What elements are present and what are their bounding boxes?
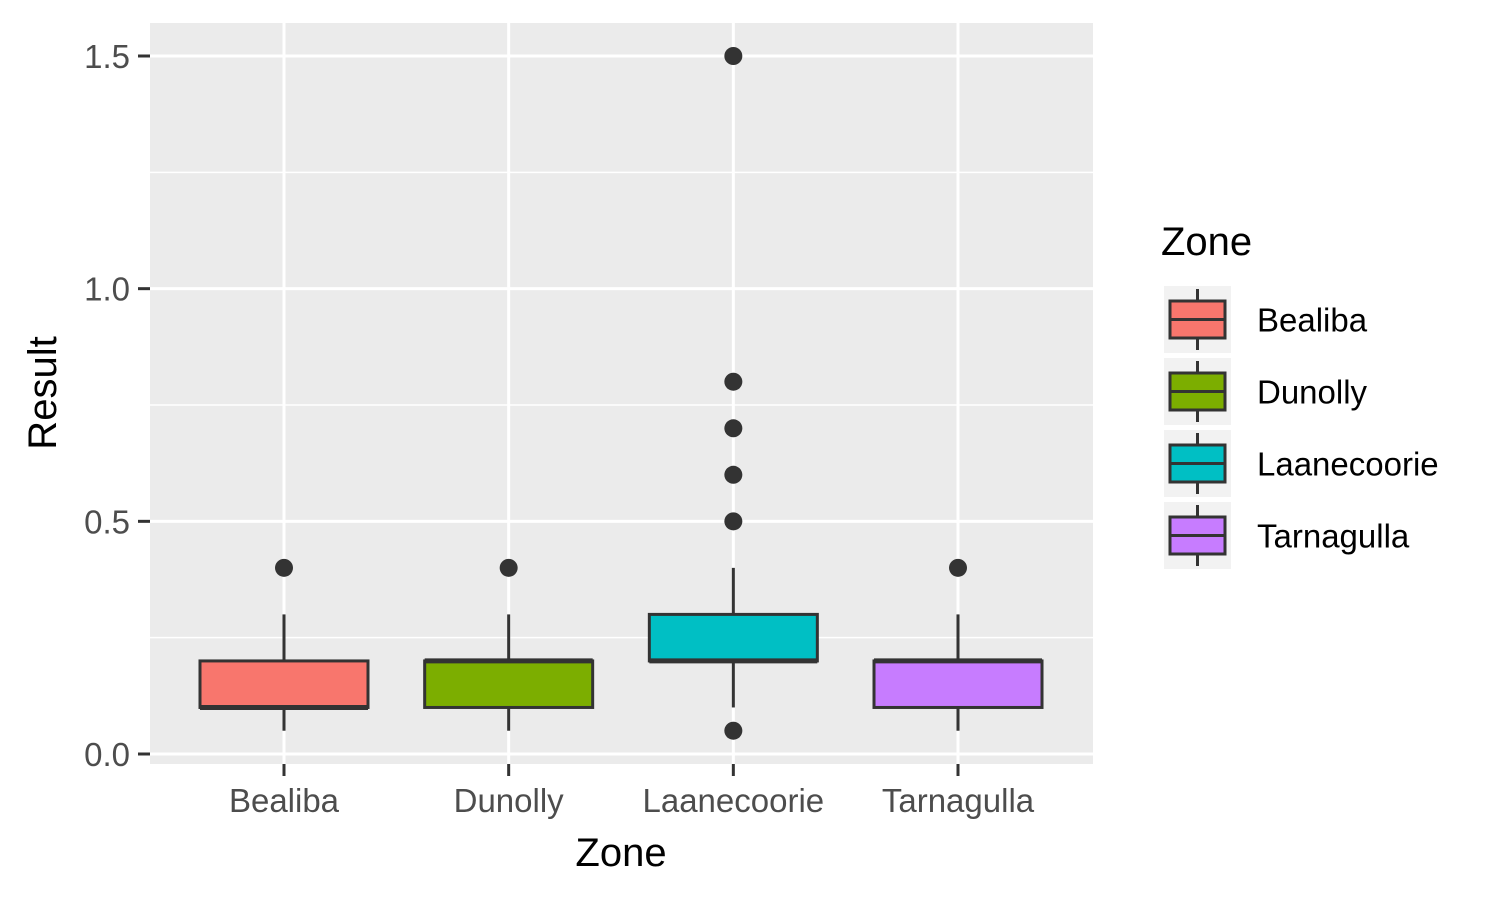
outlier-point [724, 47, 743, 65]
y-tick-label: 1.0 [84, 271, 130, 308]
x-axis-title: Zone [575, 831, 666, 875]
legend-item-tarnagulla: Tarnagulla [1164, 502, 1410, 569]
legend-item-dunolly: Dunolly [1164, 358, 1368, 425]
outlier-point [724, 372, 743, 391]
x-tick-label: Tarnagulla [882, 782, 1035, 819]
outlier-point [724, 419, 743, 438]
outlier-point [724, 512, 743, 531]
legend: Zone Bealiba Dunolly Laanecoorie Tarnagulla [1161, 220, 1439, 569]
outlier-point [949, 558, 968, 577]
outlier-point [724, 465, 743, 484]
panel-background [150, 23, 1093, 764]
legend-label: Bealiba [1257, 302, 1368, 339]
outlier-point [724, 721, 743, 740]
y-axis-title: Result [21, 336, 65, 449]
legend-label: Tarnagulla [1257, 518, 1410, 555]
outlier-point [275, 558, 293, 577]
y-tick-label: 1.5 [84, 38, 130, 75]
axes: 0.0 0.5 1.0 1.5 Bealiba Dunolly Laanecoorie Tar… [84, 38, 1035, 819]
outlier-point [499, 558, 518, 577]
y-tick-label: 0.0 [84, 736, 130, 773]
legend-label: Laanecoorie [1257, 446, 1439, 483]
legend-label: Dunolly [1257, 374, 1368, 411]
x-tick-label: Laanecoorie [643, 782, 825, 819]
legend-item-bealiba: Bealiba [1164, 286, 1368, 353]
boxes [198, 47, 1044, 740]
box-body [647, 612, 819, 663]
box-laanecoorie [647, 47, 819, 740]
box-body [198, 659, 370, 709]
legend-title: Zone [1161, 220, 1252, 264]
box-body [872, 659, 1044, 709]
x-tick-label: Dunolly [454, 782, 565, 819]
box-bealiba [198, 558, 370, 731]
box-body [423, 659, 595, 709]
box-dunolly [423, 558, 595, 731]
y-tick-label: 0.5 [84, 503, 130, 540]
x-tick-label: Bealiba [229, 782, 340, 819]
legend-item-laanecoorie: Laanecoorie [1164, 430, 1439, 497]
box-tarnagulla [872, 558, 1044, 731]
